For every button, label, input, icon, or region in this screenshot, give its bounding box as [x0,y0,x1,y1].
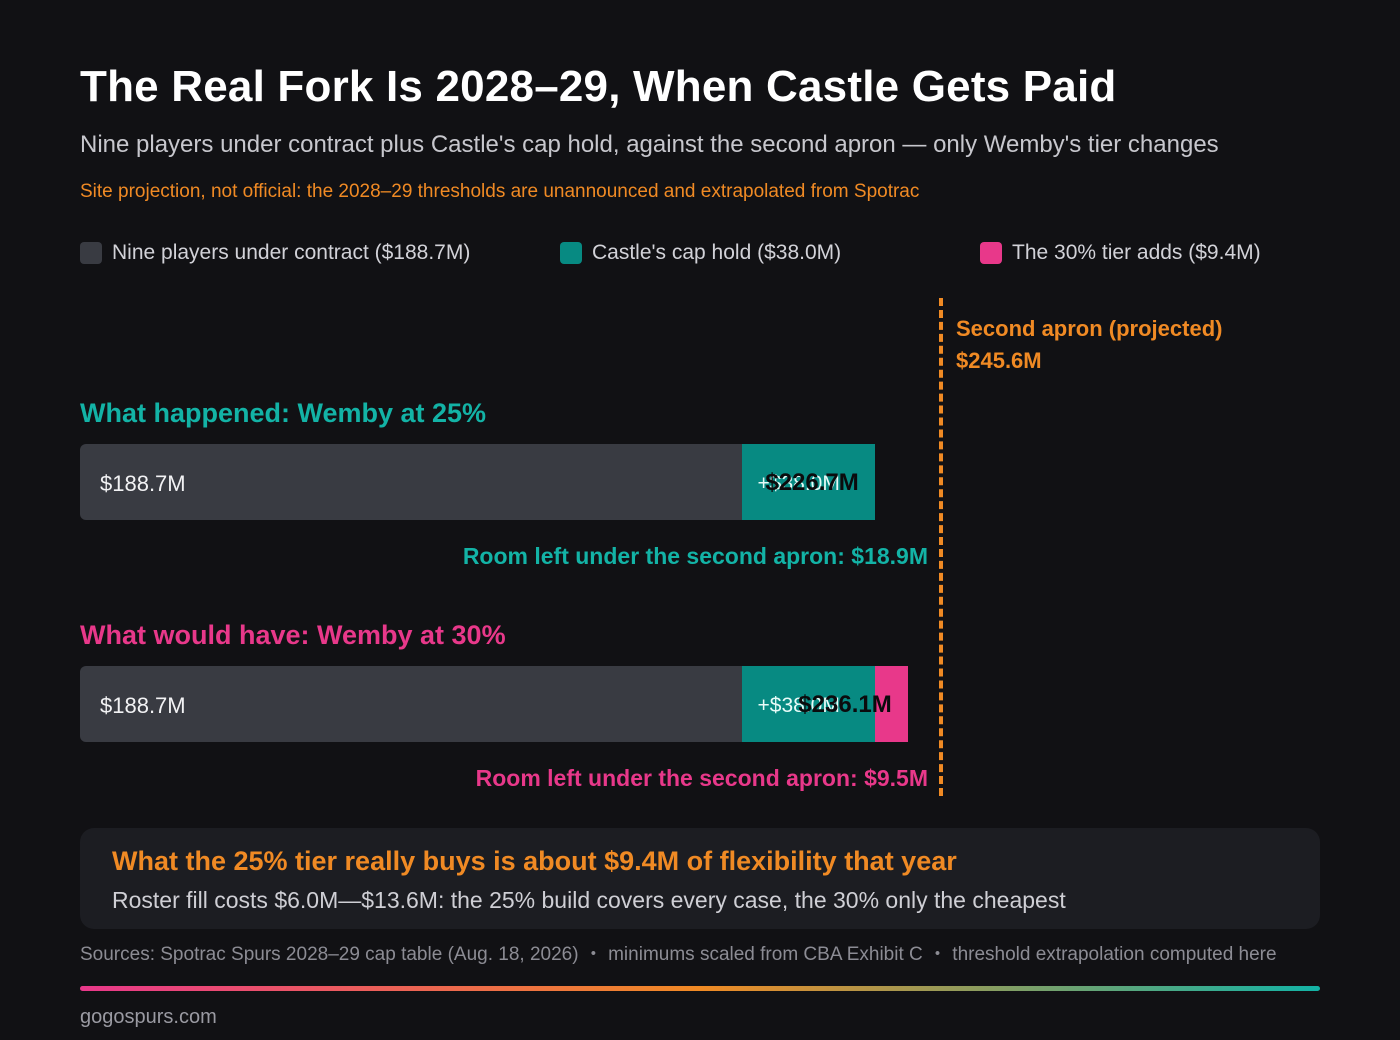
chart-subtitle: Nine players under contract plus Castle'… [80,131,1219,158]
bar-total-label-30: $236.1M [798,691,892,718]
gradient-divider [80,986,1320,991]
site-name: gogospurs.com [80,1006,217,1028]
bar-segment-contract-25 [80,444,742,520]
bar-label-contract-25: $188.7M [100,471,186,496]
legend-swatch-tier [980,242,1002,264]
callout-headline: What the 25% tier really buys is about $… [112,846,957,876]
bar-label-cap-hold-25: +$38.0M [757,472,840,495]
bar-label-contract-30: $188.7M [100,693,186,718]
bar-label-cap-hold-30: +$38.0M [757,694,840,717]
legend-swatch-contract [80,242,102,264]
legend-label-cap-hold: Castle's cap hold ($38.0M) [592,241,842,264]
second-apron-label: Second apron (projected) $245.6M [956,313,1222,377]
second-apron-title: Second apron (projected) [956,316,1223,341]
bar-total-label-25: $226.7M [765,469,859,496]
callout-body: Roster fill costs $6.0M—$13.6M: the 25% … [112,887,1066,913]
bar-segment-contract-30 [80,666,742,742]
callout-box [80,828,1320,929]
second-apron-value: $245.6M [956,348,1042,373]
scenario-title-30: What would have: Wemby at 30% [80,620,506,650]
scenario-title-25: What happened: Wemby at 25% [80,398,487,428]
legend-item-cap-hold: Castle's cap hold ($38.0M) [560,240,841,266]
bar-segment-tier-30 [874,666,908,742]
legend-item-contract: Nine players under contract ($188.7M) [80,240,470,266]
legend-swatch-cap-hold [560,242,582,264]
projection-note: Site projection, not official: the 2028–… [80,181,920,202]
legend-label-contract: Nine players under contract ($188.7M) [112,241,471,264]
bar-segment-cap-hold-30 [741,666,875,742]
bar-segment-cap-hold-25 [741,444,875,520]
room-label-30: Room left under the second apron: $9.5M [475,765,928,791]
legend-label-tier: The 30% tier adds ($9.4M) [1012,241,1261,264]
second-apron-line [939,298,943,796]
sources-line: Sources: Spotrac Spurs 2028–29 cap table… [80,944,1277,965]
room-label-25: Room left under the second apron: $18.9M [462,543,928,569]
chart-title: The Real Fork Is 2028–29, When Castle Ge… [80,62,1117,111]
legend-item-tier: The 30% tier adds ($9.4M) [980,240,1261,266]
